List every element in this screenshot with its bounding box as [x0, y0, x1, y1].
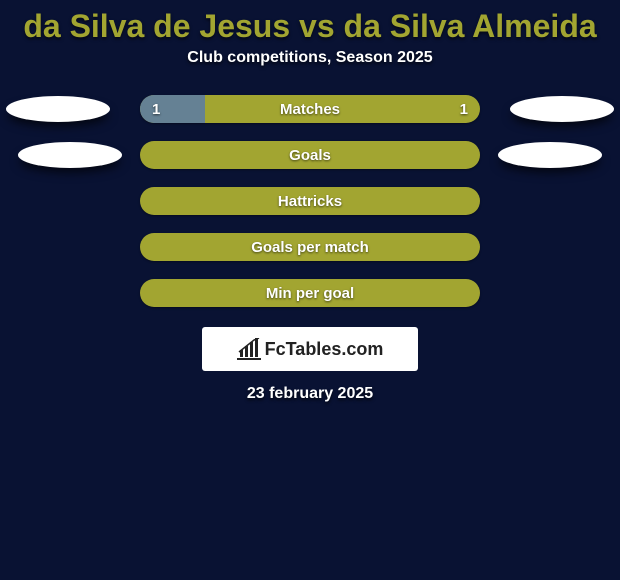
- player-left-ellipse: [6, 96, 110, 122]
- stat-value-left: 1: [152, 101, 160, 118]
- stat-bar: Goals: [140, 141, 480, 169]
- stats-container: 1 1 Matches Goals Hattricks Goals per match Mi…: [0, 95, 620, 307]
- player-right-ellipse: [510, 96, 614, 122]
- date-label: 23 february 2025: [0, 385, 620, 403]
- stat-bar: Hattricks: [140, 187, 480, 215]
- player-right-ellipse: [498, 142, 602, 168]
- stat-label: Hattricks: [278, 193, 342, 210]
- stat-bar: 1 1 Matches: [140, 95, 480, 123]
- stat-label: Goals: [289, 147, 331, 164]
- stat-row: Hattricks: [0, 187, 620, 215]
- stat-row: 1 1 Matches: [0, 95, 620, 123]
- bar-fill-left: [140, 95, 205, 123]
- watermark: FcTables.com: [202, 327, 418, 371]
- stat-label: Goals per match: [251, 239, 369, 256]
- watermark-text: FcTables.com: [265, 339, 384, 360]
- page-subtitle: Club competitions, Season 2025: [0, 49, 620, 95]
- bar-chart-icon: [237, 338, 261, 360]
- player-left-ellipse: [18, 142, 122, 168]
- stat-label: Matches: [280, 101, 340, 118]
- stat-row: Min per goal: [0, 279, 620, 307]
- stat-row: Goals: [0, 141, 620, 169]
- stat-value-right: 1: [460, 101, 468, 118]
- stat-row: Goals per match: [0, 233, 620, 261]
- stat-bar: Goals per match: [140, 233, 480, 261]
- stat-label: Min per goal: [266, 285, 354, 302]
- page-title: da Silva de Jesus vs da Silva Almeida: [0, 0, 620, 49]
- stat-bar: Min per goal: [140, 279, 480, 307]
